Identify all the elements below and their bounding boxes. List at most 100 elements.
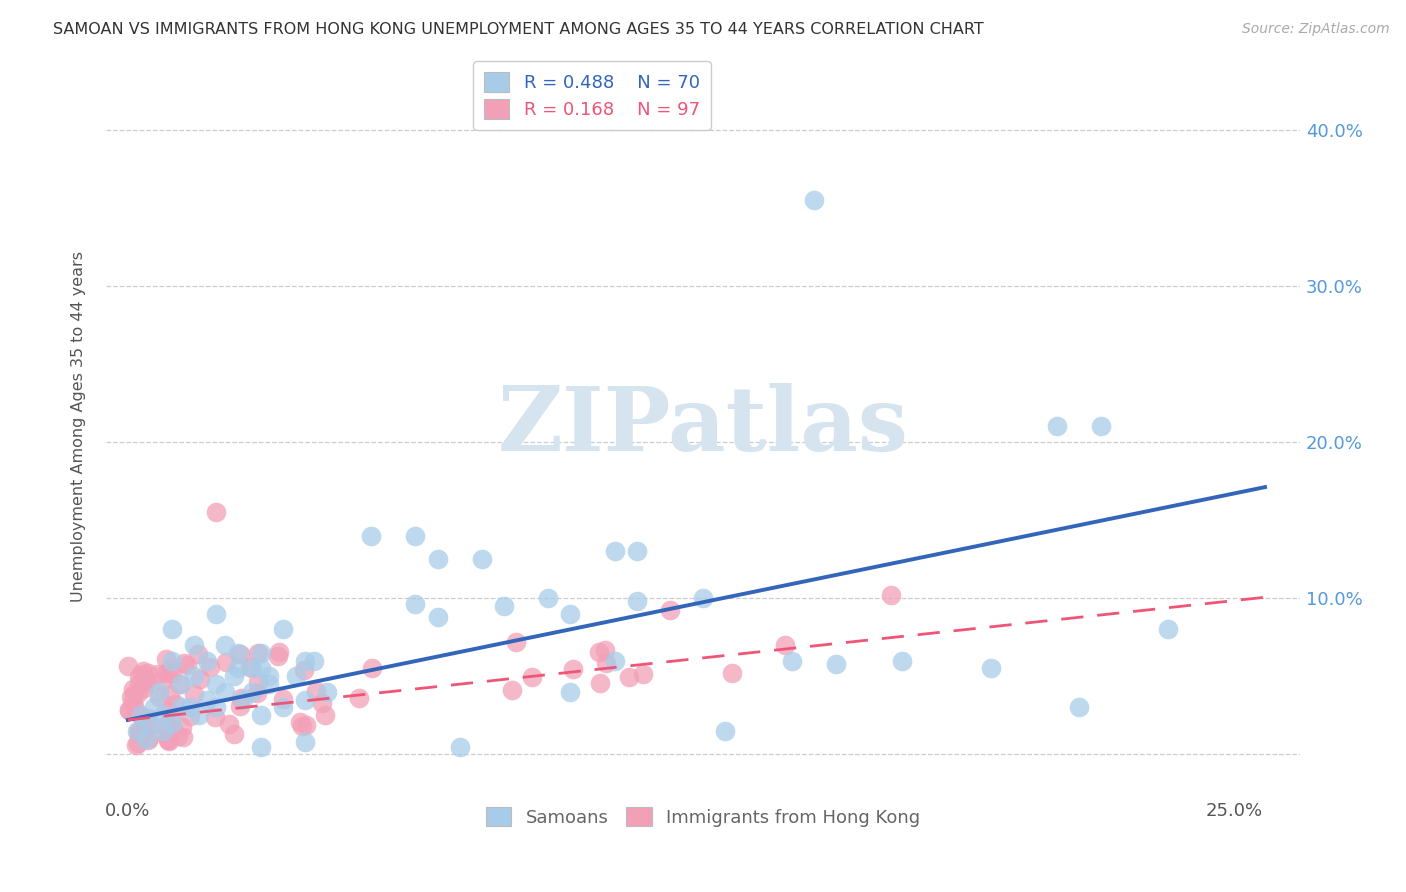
Point	[205, 607, 228, 621]
Point	[311, 696, 333, 710]
Point	[603, 544, 626, 558]
Point	[271, 692, 294, 706]
Point	[122, 682, 145, 697]
Point	[204, 709, 226, 723]
Point	[132, 681, 155, 696]
Point	[314, 708, 336, 723]
Point	[267, 648, 290, 663]
Point	[824, 657, 846, 671]
Point	[588, 645, 610, 659]
Point	[294, 735, 316, 749]
Point	[134, 671, 156, 685]
Point	[138, 731, 160, 746]
Point	[134, 676, 156, 690]
Point	[603, 654, 626, 668]
Point	[118, 703, 141, 717]
Point	[520, 669, 543, 683]
Point	[501, 683, 523, 698]
Point	[173, 656, 195, 670]
Point	[249, 739, 271, 754]
Point	[271, 700, 294, 714]
Point	[449, 739, 471, 754]
Point	[228, 646, 250, 660]
Text: ZIPatlas: ZIPatlas	[498, 383, 908, 470]
Point	[404, 598, 426, 612]
Point	[246, 675, 269, 690]
Point	[162, 722, 184, 736]
Point	[222, 727, 245, 741]
Point	[1157, 623, 1180, 637]
Point	[128, 668, 150, 682]
Point	[127, 686, 149, 700]
Point	[1069, 700, 1091, 714]
Point	[125, 723, 148, 738]
Point	[347, 691, 370, 706]
Point	[128, 675, 150, 690]
Point	[589, 675, 612, 690]
Point	[170, 720, 193, 734]
Point	[167, 677, 190, 691]
Point	[197, 692, 219, 706]
Point	[240, 661, 263, 675]
Point	[157, 732, 180, 747]
Point	[155, 651, 177, 665]
Point	[167, 729, 190, 743]
Point	[160, 711, 183, 725]
Point	[294, 654, 316, 668]
Point	[122, 687, 145, 701]
Point	[143, 700, 166, 714]
Point	[127, 735, 149, 749]
Point	[135, 673, 157, 687]
Point	[160, 654, 183, 668]
Point	[593, 643, 616, 657]
Point	[159, 663, 181, 677]
Point	[136, 718, 159, 732]
Point	[152, 708, 174, 723]
Point	[228, 647, 250, 661]
Point	[187, 708, 209, 723]
Point	[118, 703, 141, 717]
Point	[228, 661, 250, 675]
Point	[170, 677, 193, 691]
Point	[561, 662, 583, 676]
Point	[631, 667, 654, 681]
Point	[290, 719, 312, 733]
Point	[714, 723, 737, 738]
Point	[138, 711, 160, 725]
Point	[304, 683, 326, 698]
Point	[294, 692, 316, 706]
Point	[128, 723, 150, 738]
Point	[159, 688, 181, 702]
Point	[136, 732, 159, 747]
Point	[595, 657, 617, 671]
Point	[692, 591, 714, 606]
Point	[295, 718, 318, 732]
Point	[172, 730, 194, 744]
Point	[150, 674, 173, 689]
Point	[259, 669, 281, 683]
Point	[249, 646, 271, 660]
Point	[138, 666, 160, 681]
Point	[120, 690, 142, 704]
Point	[157, 733, 180, 747]
Point	[249, 661, 271, 675]
Point	[537, 591, 560, 606]
Point	[165, 697, 187, 711]
Point	[155, 721, 177, 735]
Point	[560, 685, 582, 699]
Point	[127, 726, 149, 740]
Point	[214, 638, 236, 652]
Point	[404, 529, 426, 543]
Point	[148, 685, 170, 699]
Point	[292, 663, 315, 677]
Point	[205, 677, 228, 691]
Point	[290, 715, 312, 730]
Point	[125, 738, 148, 752]
Point	[218, 717, 240, 731]
Point	[170, 700, 193, 714]
Point	[560, 607, 582, 621]
Point	[188, 672, 211, 686]
Point	[259, 677, 281, 691]
Point	[426, 552, 449, 566]
Point	[246, 686, 269, 700]
